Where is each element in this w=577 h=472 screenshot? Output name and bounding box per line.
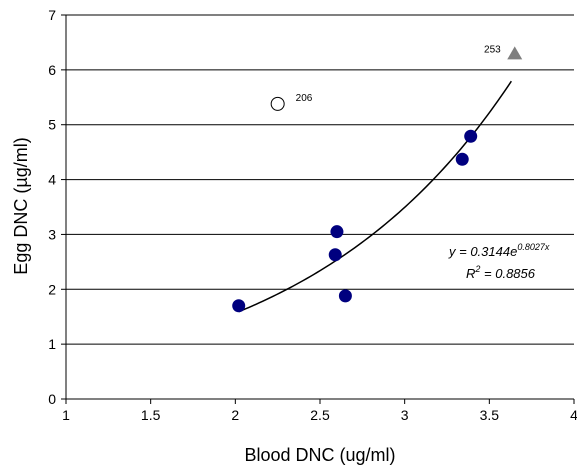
x-tick-label-1.5: 1.5 <box>141 407 161 423</box>
y-tick-label-4: 4 <box>48 172 56 188</box>
point-labels: 206 253 <box>296 44 502 103</box>
data-point <box>455 152 469 166</box>
x-axis-title: Blood DNC (ug/ml) <box>244 445 395 465</box>
outlier-point-open <box>270 96 285 111</box>
y-tick-label-1: 1 <box>48 336 56 352</box>
y-tick-label-6: 6 <box>48 62 56 78</box>
y-tick-label-0: 0 <box>48 391 56 407</box>
y-tick-label-7: 7 <box>48 7 56 23</box>
trendline <box>238 80 512 313</box>
point-label-206: 206 <box>296 93 313 104</box>
data-point <box>330 225 344 239</box>
data-point <box>328 248 342 262</box>
y-axis-title: Egg DNC (µg/ml) <box>11 137 31 274</box>
data-point <box>338 289 352 303</box>
r-squared: R2 = 0.8856 <box>466 264 536 281</box>
x-tick-label-2.5: 2.5 <box>310 407 330 423</box>
x-tick-label-1: 1 <box>62 407 70 423</box>
data-points <box>232 46 523 313</box>
data-point <box>464 129 478 143</box>
trendline-equation: y = 0.3144e0.8027x <box>448 242 550 259</box>
x-tick-label-3.5: 3.5 <box>480 407 500 423</box>
gridlines <box>66 14 574 345</box>
x-tick-label-2: 2 <box>231 407 239 423</box>
y-tick-label-3: 3 <box>48 226 56 242</box>
outlier-point-triangle <box>507 46 523 60</box>
x-tick-label-4: 4 <box>570 407 577 423</box>
x-tick-label-3: 3 <box>401 407 409 423</box>
data-point <box>232 299 246 313</box>
axes <box>61 14 575 404</box>
y-tick-label-2: 2 <box>48 281 56 297</box>
y-tick-label-5: 5 <box>48 117 56 133</box>
point-label-253: 253 <box>484 44 501 55</box>
